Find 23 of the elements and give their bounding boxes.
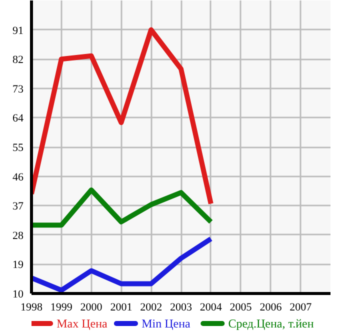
x-tick-label: 2006	[260, 302, 282, 314]
y-tick-label: 46	[12, 171, 24, 184]
y-tick-label: 64	[12, 112, 24, 125]
x-tick-label: 2002	[140, 302, 162, 314]
y-tick-label: 91	[12, 24, 24, 37]
x-tick-label: 2005	[230, 302, 252, 314]
y-tick-label: 73	[12, 83, 24, 96]
y-tick-label: 28	[12, 230, 24, 242]
x-tick-label: 2004	[200, 302, 222, 314]
y-tick-label: 19	[12, 259, 24, 272]
x-tick-label: 2001	[110, 302, 132, 314]
y-tick-label: 55	[12, 142, 24, 154]
x-tick-label: 2003	[170, 302, 192, 314]
x-tick-label: 2007	[290, 302, 312, 314]
x-tick-label: 1998	[20, 302, 43, 314]
x-tick-label: 1999	[50, 302, 73, 314]
y-tick-label: 37	[12, 200, 24, 213]
legend-label: Min Цена	[142, 316, 191, 330]
x-tick-label: 2000	[80, 302, 103, 314]
legend-label: Сред.Цена, т.йен	[228, 316, 314, 330]
y-tick-label: 82	[12, 54, 24, 66]
y-tick-label: 10	[12, 288, 24, 300]
legend-label: Max Цена	[56, 316, 108, 330]
